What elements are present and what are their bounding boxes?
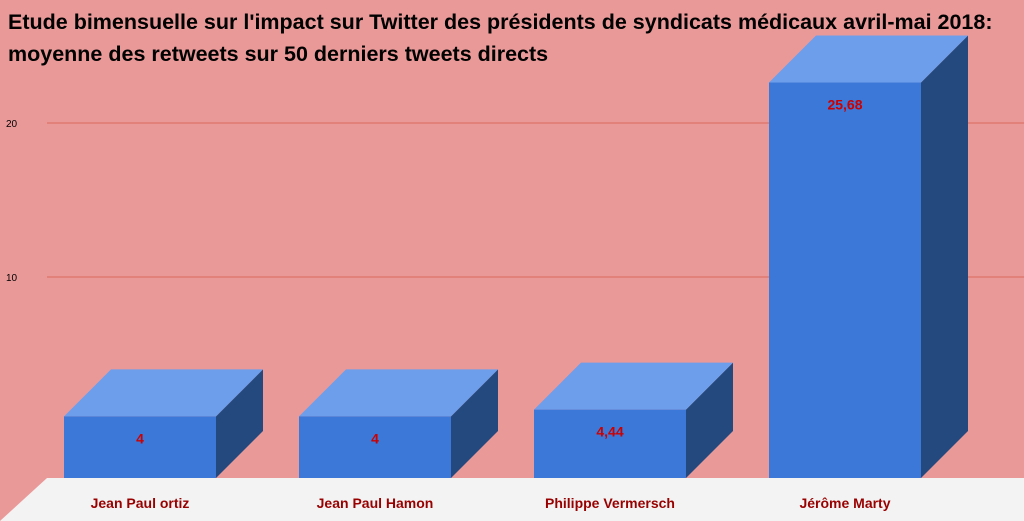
category-label: Jean Paul Hamon [317,495,434,511]
bar-front [534,409,686,478]
bar-top [64,369,263,417]
category-label: Jean Paul ortiz [91,495,190,511]
y-tick-label: 10 [6,273,18,284]
bar: 4 Jean Paul ortiz [64,369,263,511]
bar: 4,44 Philippe Vermersch [534,362,733,511]
category-label: Philippe Vermersch [545,495,675,511]
bar-top [299,369,498,417]
bar-side [451,369,498,478]
chart-floor [0,478,1024,521]
bar-top [534,362,733,410]
chart-title: Etude bimensuelle sur l'impact sur Twitt… [8,10,993,66]
data-label: 4 [136,430,144,446]
bar-front [299,416,451,478]
bars: 4 Jean Paul ortiz 4 Jean Paul Hamon 4,44 Phil… [64,35,968,511]
data-label: 4,44 [596,424,623,440]
bar-front [64,416,216,478]
bar: 25,68 Jérôme Marty [769,35,968,511]
bar-top [769,35,968,83]
floor-plane [0,478,1024,521]
data-label: 4 [371,430,379,446]
y-axis: 10 20 [6,119,18,284]
data-label: 25,68 [827,97,862,113]
category-label: Jérôme Marty [799,495,890,511]
bar: 4 Jean Paul Hamon [299,369,498,511]
bar-side [686,362,733,478]
bar-front [769,82,921,478]
bar-side [921,35,968,478]
bar-side [216,369,263,478]
y-tick-label: 20 [6,119,18,130]
